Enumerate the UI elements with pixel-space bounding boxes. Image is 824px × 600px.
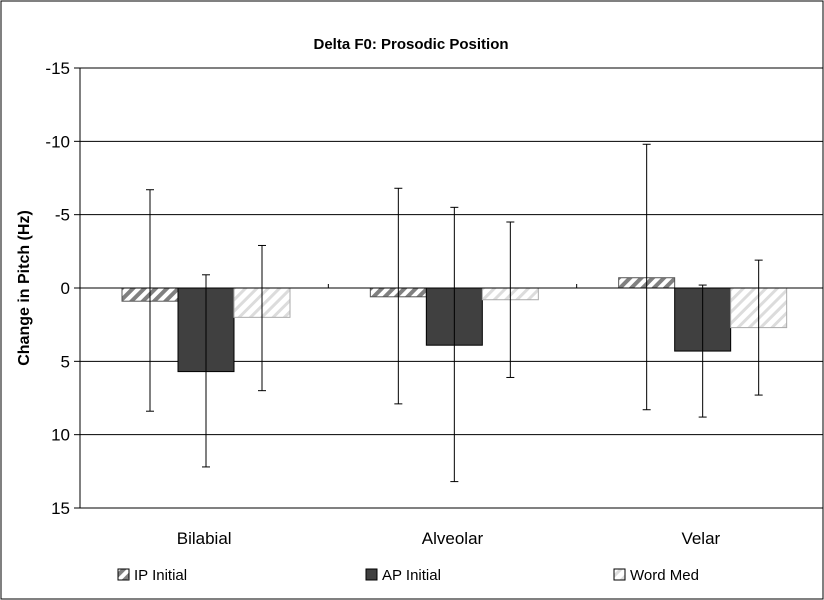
chart-title: Delta F0: Prosodic Position: [313, 36, 508, 53]
legend-label: IP Initial: [134, 567, 187, 584]
plot-area: -15 -10 -5 0 5 10 15 Bilabial Alveolar Velar: [45, 59, 823, 548]
legend-swatch: [613, 568, 626, 581]
legend-swatch: [117, 568, 130, 581]
y-tick-label: 0: [61, 279, 70, 298]
y-tick-label: -15: [45, 59, 70, 78]
y-tick-label: 5: [61, 352, 70, 371]
legend-label: AP Initial: [382, 567, 441, 584]
y-tick-label: 10: [51, 426, 70, 445]
y-tick-label: -5: [55, 206, 70, 225]
x-category-label: Bilabial: [177, 529, 232, 548]
legend-label: Word Med: [630, 567, 699, 584]
x-category-label: Alveolar: [422, 529, 484, 548]
legend: IP Initial AP Initial Word Med: [117, 567, 699, 584]
legend-swatch: [365, 568, 378, 581]
y-tick-label: -10: [45, 132, 70, 151]
y-axis-label: Change in Pitch (Hz): [16, 210, 33, 366]
y-tick-label: 15: [51, 499, 70, 518]
x-category-label: Velar: [681, 529, 720, 548]
